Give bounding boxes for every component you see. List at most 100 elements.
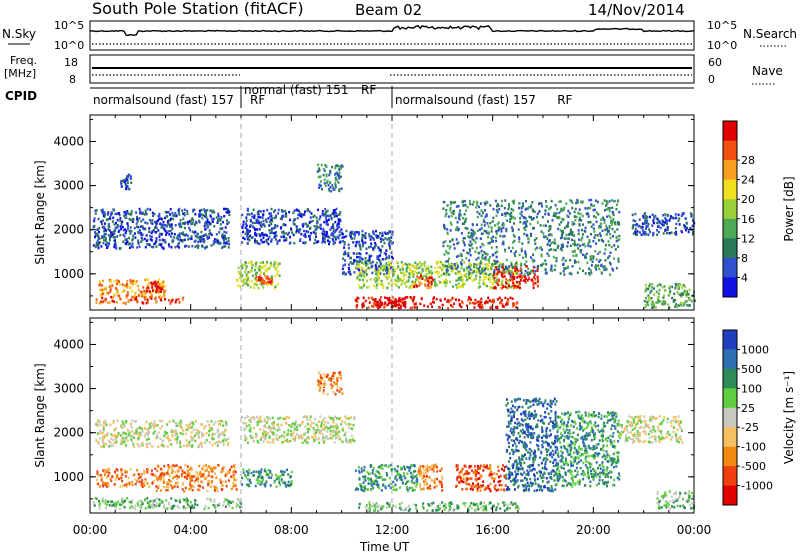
colorbar-swatch <box>723 388 737 409</box>
echo-region <box>341 229 394 277</box>
echo-region <box>417 463 444 492</box>
y-tick-label: 2000 <box>53 426 84 440</box>
noise-strip-frame <box>89 20 695 51</box>
y-tick-label: 4000 <box>53 337 84 351</box>
echo-region <box>618 415 684 444</box>
freq-bottom-tick: 8 <box>69 73 76 86</box>
echo-region <box>241 468 293 488</box>
freq-label: Freq. <box>10 54 37 67</box>
colorbar-swatch <box>723 140 737 161</box>
echo-region <box>145 281 164 294</box>
station-title: South Pole Station (fitACF) <box>92 0 304 18</box>
colorbar-swatch <box>723 121 737 142</box>
echo-region <box>95 295 185 305</box>
cpid-label: CPID <box>5 89 37 103</box>
x-tick-label: 20:00 <box>576 523 611 537</box>
colorbar-tick-label: 1000 <box>741 343 769 356</box>
echo-region <box>92 207 231 250</box>
colorbar-tick-label: -500 <box>741 460 766 473</box>
colorbar-label: Velocity [m s⁻¹] <box>782 371 796 464</box>
colorbar-tick-label: 16 <box>741 213 755 226</box>
echo-region <box>631 212 696 237</box>
colorbar-swatch <box>723 160 737 181</box>
beam-title: Beam 02 <box>355 1 422 19</box>
nsearch-label: N.Search <box>743 27 797 41</box>
echo-region <box>255 274 274 285</box>
echo-region <box>375 298 407 308</box>
echo-region <box>442 198 621 277</box>
power-colorbar: 4 8 12 16 20 24 28 Power [dB] <box>722 120 796 298</box>
nsky-label: N.Sky <box>2 27 36 41</box>
colorbar-swatch <box>723 349 737 370</box>
freq-top-tick: 18 <box>64 56 78 69</box>
x-tick-label: 16:00 <box>475 523 510 537</box>
time-axis: 00:00 04:00 08:00 12:00 16:00 20:00 00:00 <box>73 523 712 537</box>
echo-region <box>241 207 344 246</box>
colorbar-swatch <box>723 407 737 428</box>
nave-top-tick: 60 <box>708 56 722 69</box>
echo-region <box>555 410 621 488</box>
cpid-segment-label: normalsound (fast) 157 <box>395 93 536 107</box>
colorbar-label: Power [dB] <box>782 176 796 241</box>
echo-region <box>92 496 243 511</box>
cpid-segment-label: normalsound (fast) 157 <box>93 93 234 107</box>
date-title: 14/Nov/2014 <box>588 1 685 19</box>
ylabel: Slant Range [km] <box>33 160 47 264</box>
velocity-panel: 1000 2000 3000 4000 Slant Range [km] <box>33 317 695 514</box>
power-panel: 1000 2000 3000 4000 Slant Range [km] <box>33 114 696 311</box>
echo-region <box>154 463 238 493</box>
echo-region <box>354 463 419 493</box>
colorbar-tick-label: 500 <box>741 363 762 376</box>
velocity-colorbar: 1000 500 100 25 -25 -100 -500 -1000 Velocity [m … <box>722 329 796 506</box>
colorbar-swatch <box>723 427 737 448</box>
colorbar-tick-label: 25 <box>741 402 755 415</box>
echo-region <box>236 260 281 290</box>
colorbar-swatch <box>723 218 737 239</box>
colorbar-tick-label: -25 <box>741 421 759 434</box>
x-tick-label: 00:00 <box>677 523 712 537</box>
noise-left-bottom-tick: 10^0 <box>54 39 84 52</box>
colorbar-tick-label: 12 <box>741 232 755 245</box>
xlabel: Time UT <box>359 540 410 554</box>
colorbar-tick-label: 28 <box>741 154 755 167</box>
colorbar-tick-label: 20 <box>741 193 755 206</box>
noise-right-top-tick: 10^5 <box>707 19 737 32</box>
colorbar-swatch <box>723 257 737 278</box>
colorbar-swatch <box>723 368 737 389</box>
echo-region <box>643 282 696 309</box>
x-tick-label: 12:00 <box>375 523 410 537</box>
x-tick-label: 04:00 <box>173 523 208 537</box>
x-tick-label: 08:00 <box>274 523 309 537</box>
cpid-segment-label: normal (fast) 151 <box>244 83 348 97</box>
y-tick-label: 1000 <box>53 470 84 484</box>
y-tick-label: 3000 <box>53 179 84 193</box>
freq-strip-frame <box>89 54 695 84</box>
colorbar-swatch <box>723 330 737 350</box>
colorbar-frame <box>722 120 738 298</box>
echo-region <box>316 163 344 193</box>
y-tick-label: 1000 <box>53 267 84 281</box>
cpid-segment-rf: RF <box>361 83 376 97</box>
echo-region <box>317 371 344 396</box>
colorbar-swatch <box>723 466 737 486</box>
ylabel: Slant Range [km] <box>33 363 47 467</box>
colorbar-tick-label: 4 <box>741 271 748 284</box>
nave-label: Nave <box>752 64 783 78</box>
noise-left-top-tick: 10^5 <box>54 19 84 32</box>
y-tick-label: 2000 <box>53 223 84 237</box>
colorbar-swatch <box>723 238 737 259</box>
colorbar-tick-label: 8 <box>741 252 748 265</box>
colorbar-swatch <box>723 179 737 200</box>
colorbar-tick-label: 24 <box>741 174 755 187</box>
colorbar-tick-label: -100 <box>741 441 766 454</box>
cpid-segment-rf: RF <box>557 93 572 107</box>
echo-region <box>358 501 520 513</box>
echo-region <box>95 419 230 449</box>
echo-region <box>120 173 133 191</box>
colorbar-swatch <box>723 199 737 220</box>
noise-right-bottom-tick: 10^0 <box>707 39 737 52</box>
colorbar-tick-label: 100 <box>741 382 762 395</box>
colorbar-tick-label: -1000 <box>741 480 773 493</box>
echo-region <box>241 415 356 444</box>
